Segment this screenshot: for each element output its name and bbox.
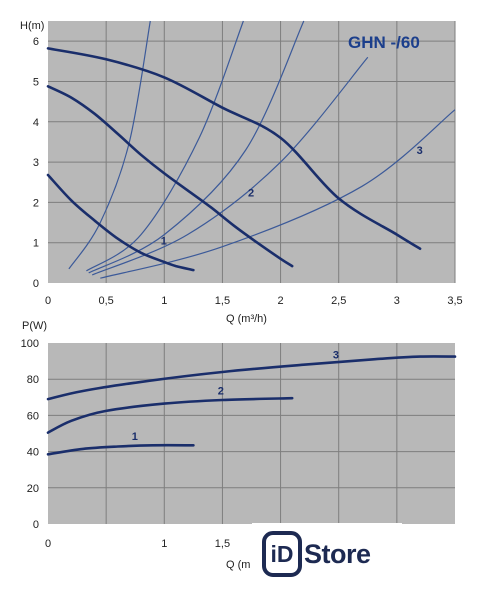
system-curve [68,20,151,270]
head-chart-y-ticks: 0 1 2 3 4 5 6 [33,36,39,290]
id-logo-text: iD [270,540,294,567]
curve-label: 2 [248,187,254,199]
head-chart-x-ticks: 0 0,5 1 1,5 2 2,5 3 3,5 [45,295,463,307]
x-tick-label: 3 [394,295,400,307]
power-chart-x-ticks: 0 1 1,5 [45,538,230,550]
x-tick-label: 1 [161,538,167,550]
x-tick-label: 0 [45,538,51,550]
head-chart-title: GHN -/60 [348,33,420,52]
x-tick-label: 0 [45,295,51,307]
y-tick-label: 0 [33,278,39,290]
x-tick-label: 3,5 [447,295,462,307]
head-chart-system-curves [68,20,456,279]
power-chart-y-label: P(W) [22,320,47,332]
power-curve-3 [46,355,457,401]
y-tick-label: 5 [33,76,39,88]
head-chart: 1 2 3 0 0,5 1 1,5 2 2,5 3 3,5 0 1 2 3 4 5 6 H(m) Q (m³/… [20,20,463,325]
system-curve [86,20,244,272]
y-tick-label: 6 [33,36,39,48]
curve-label: 3 [417,145,423,157]
head-curve-1 [46,173,195,272]
curve-label: 3 [333,349,339,361]
y-tick-label: 60 [27,410,39,422]
y-tick-label: 4 [33,117,39,129]
power-chart-plot-area [48,343,455,524]
system-curve [88,20,305,274]
x-tick-label: 1 [161,295,167,307]
y-tick-label: 100 [21,338,39,350]
id-logo-mark: iD [262,531,302,577]
y-tick-label: 20 [27,483,39,495]
y-tick-label: 2 [33,197,39,209]
x-tick-label: 0,5 [98,295,113,307]
curve-label: 1 [132,431,138,443]
head-curve-2 [46,85,294,268]
x-tick-label: 1,5 [215,295,230,307]
power-chart-series: 1 2 3 [46,349,457,456]
system-curve [91,56,369,276]
y-tick-label: 80 [27,374,39,386]
x-tick-label: 2 [278,295,284,307]
head-chart-y-label: H(m) [20,20,44,32]
power-curve-2 [46,396,294,434]
head-curve-3 [46,47,422,250]
idstore-logo: iD Store [252,523,402,585]
y-tick-label: 3 [33,157,39,169]
y-tick-label: 1 [33,238,39,250]
power-curve-1 [46,443,195,456]
curve-label: 1 [161,236,167,248]
curve-label: 2 [218,386,224,398]
system-curve [100,109,456,279]
head-chart-x-label: Q (m³/h) [226,313,267,325]
power-chart-x-label: Q (m [226,559,250,571]
y-tick-label: 0 [33,519,39,531]
x-tick-label: 1,5 [215,538,230,550]
head-chart-series: 1 2 3 [46,47,423,272]
y-tick-label: 40 [27,447,39,459]
store-logo-text: Store [304,538,371,569]
x-tick-label: 2,5 [331,295,346,307]
power-chart-y-ticks: 0 20 40 60 80 100 [21,338,39,531]
